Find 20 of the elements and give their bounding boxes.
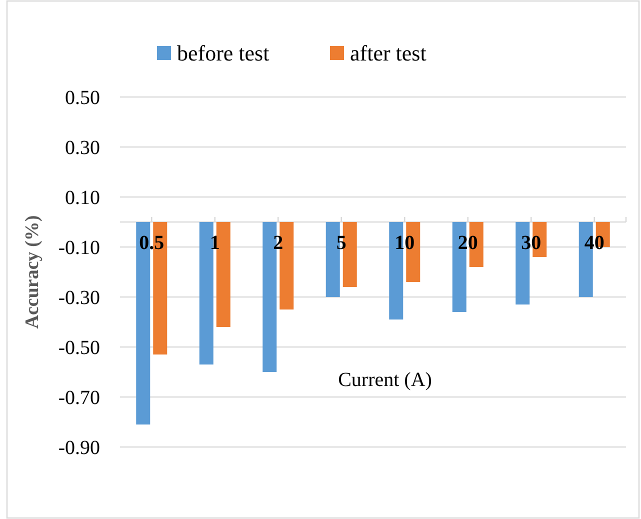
y-tick-label: 0.30 [65, 137, 100, 159]
y-tick-label: -0.70 [58, 387, 100, 409]
y-tick-label: -0.30 [58, 287, 100, 309]
x-tick-label: 20 [458, 232, 478, 254]
y-tick-label: -0.10 [58, 237, 100, 259]
y-tick-label: 0.10 [65, 187, 100, 209]
legend-label: before test [177, 40, 270, 66]
legend-label: after test [350, 40, 426, 66]
y-axis-title: Accuracy (%) [22, 215, 43, 329]
x-axis-title: Current (A) [338, 369, 432, 391]
x-tick-label: 30 [521, 232, 542, 254]
x-tick-label: 1 [210, 232, 220, 254]
y-tick-label: 0.50 [65, 87, 100, 109]
y-tick-label: -0.50 [58, 337, 100, 359]
y-tick-label: -0.90 [58, 437, 100, 459]
x-tick-label: 10 [394, 232, 415, 254]
x-tick-label: 5 [336, 232, 346, 254]
x-tick-label: 40 [584, 232, 604, 254]
x-tick-label: 0.5 [139, 232, 164, 254]
x-tick-label: 2 [273, 232, 284, 254]
